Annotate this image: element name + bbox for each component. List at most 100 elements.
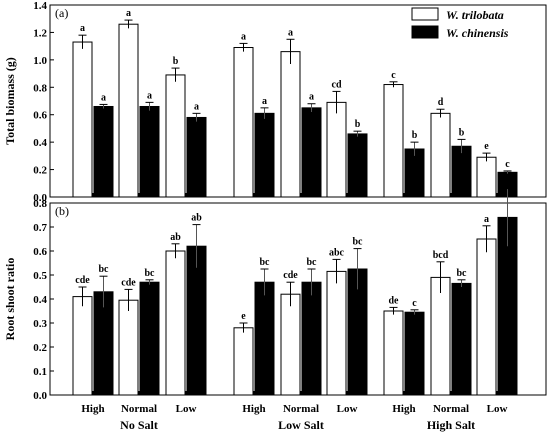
significance-letter: b — [459, 127, 465, 138]
y-axis-title: Total biomass (g) — [3, 57, 17, 145]
bar-w-trilobata — [72, 296, 93, 396]
x-category-label: Low — [337, 403, 358, 415]
y-tick-label: 0.0 — [33, 390, 47, 402]
bar-w-trilobata — [165, 250, 186, 396]
x-category-label: Normal — [283, 403, 319, 415]
bar-w-trilobata — [233, 327, 254, 396]
legend-swatch — [411, 7, 439, 21]
significance-letter: d — [438, 97, 444, 108]
bar-w-trilobata — [118, 299, 139, 396]
bar-w-trilobata — [280, 51, 301, 198]
x-group-label: High Salt — [427, 418, 475, 432]
significance-letter: cde — [121, 277, 136, 288]
x-category-label: Normal — [121, 403, 157, 415]
significance-letter: de — [389, 295, 400, 306]
bar-w-chinensis — [301, 107, 322, 198]
bar-w-trilobata — [72, 41, 93, 198]
significance-letter: cde — [283, 270, 298, 281]
bar-w-chinensis — [139, 281, 160, 396]
significance-letter: e — [484, 141, 489, 152]
significance-letter: bc — [457, 268, 468, 279]
panel-label: (a) — [55, 6, 68, 20]
y-tick-label: 0.0 — [33, 192, 47, 204]
significance-letter: bcd — [433, 250, 449, 261]
bar-w-chinensis — [301, 281, 322, 396]
x-category-label: Low — [176, 403, 197, 415]
significance-letter: cd — [332, 79, 342, 90]
y-tick-label: 0.8 — [33, 198, 47, 210]
bar-w-trilobata — [383, 84, 404, 198]
legend-label: W. chinensis — [446, 26, 509, 40]
bar-w-trilobata — [430, 112, 451, 198]
significance-letter: a — [241, 31, 246, 42]
bar-w-trilobata — [430, 276, 451, 396]
x-group-label: Low Salt — [278, 418, 324, 432]
significance-letter: abc — [329, 247, 345, 258]
legend-swatch — [411, 25, 439, 39]
significance-letter: ab — [191, 213, 202, 224]
significance-letter: a — [101, 92, 106, 103]
significance-letter: a — [262, 96, 267, 107]
x-group-label: No Salt — [120, 418, 158, 432]
bar-w-trilobata — [280, 293, 301, 396]
y-tick-label: 0.4 — [33, 137, 47, 149]
bar-w-chinensis — [186, 116, 207, 198]
x-category-label: Low — [487, 403, 508, 415]
significance-letter: a — [126, 8, 131, 19]
significance-letter: c — [391, 70, 396, 81]
significance-letter: e — [241, 311, 246, 322]
y-tick-label: 0.2 — [33, 342, 47, 354]
significance-letter: a — [80, 23, 85, 34]
y-tick-label: 1.2 — [33, 27, 47, 39]
bar-w-chinensis — [186, 245, 207, 396]
significance-letter: a — [309, 92, 314, 103]
significance-letter: bc — [145, 268, 156, 279]
bar-w-chinensis — [404, 311, 425, 396]
panel-label: (b) — [55, 204, 69, 218]
bar-w-trilobata — [233, 47, 254, 198]
x-category-label: High — [81, 403, 104, 415]
bar-w-chinensis — [347, 133, 368, 198]
y-tick-label: 0.5 — [33, 270, 47, 282]
y-tick-label: 0.3 — [33, 318, 47, 330]
bar-w-chinensis — [404, 148, 425, 198]
bar-w-trilobata — [326, 270, 347, 396]
y-tick-label: 0.4 — [33, 294, 47, 306]
panel-b: 0.0 0.1 0.2 0.3 0.4 0.5 0.6 0.7 0.8 Root shoot ra… — [3, 177, 547, 402]
significance-letter: b — [412, 130, 418, 141]
y-tick-label: 0.2 — [33, 165, 47, 177]
legend: W. trilobata W. chinensis — [411, 7, 509, 40]
y-tick-label: 0.7 — [33, 222, 47, 234]
significance-letter: a — [194, 101, 199, 112]
bar-w-trilobata — [326, 101, 347, 198]
significance-letter: bc — [260, 257, 271, 268]
x-category-label: High — [392, 403, 415, 415]
bar-w-chinensis — [254, 112, 275, 198]
significance-letter: c — [505, 159, 510, 170]
y-tick-label: 1.0 — [33, 55, 47, 67]
significance-letter: a — [147, 90, 152, 101]
significance-letter: b — [355, 119, 361, 130]
significance-letter: bc — [307, 257, 318, 268]
y-tick-label: 0.6 — [33, 110, 47, 122]
bar-w-chinensis — [451, 282, 472, 396]
significance-letter: a — [288, 27, 293, 38]
significance-letter: bc — [99, 264, 110, 275]
bar-w-chinensis — [139, 105, 160, 198]
significance-letter: a — [505, 177, 510, 188]
significance-letter: c — [412, 298, 417, 309]
bar-w-chinensis — [254, 281, 275, 396]
y-tick-label: 0.1 — [33, 366, 47, 378]
bar-w-trilobata — [165, 74, 186, 198]
significance-letter: ab — [170, 232, 181, 243]
y-tick-label: 0.8 — [33, 82, 47, 94]
significance-letter: cde — [75, 275, 90, 286]
bar-w-trilobata — [118, 23, 139, 198]
bar-w-trilobata — [476, 238, 497, 396]
x-category-label: Normal — [433, 403, 469, 415]
significance-letter: bc — [353, 237, 364, 248]
bar-w-trilobata — [383, 310, 404, 396]
legend-label: W. trilobata — [446, 8, 504, 22]
bar-w-trilobata — [476, 156, 497, 198]
